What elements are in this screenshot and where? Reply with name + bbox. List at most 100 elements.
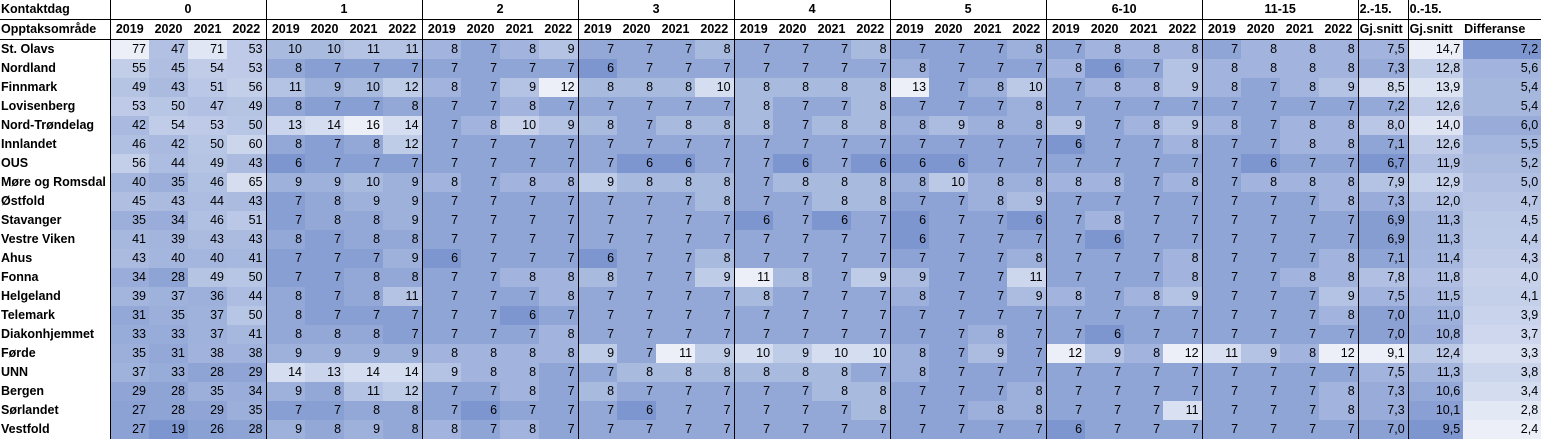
value-cell: 7 (1045, 401, 1086, 420)
value-cell: 7 (1280, 401, 1320, 420)
value-cell: 8 (500, 420, 540, 439)
group-header: 6-10 (1045, 0, 1203, 20)
value-cell: 7 (1241, 363, 1281, 382)
value-cell: 7 (1241, 382, 1281, 401)
value-cell: 8 (500, 97, 540, 116)
area-label: OUS (0, 154, 110, 173)
value-cell: 9 (1241, 344, 1281, 363)
value-cell: 51 (227, 211, 267, 230)
value-cell: 7 (1201, 268, 1242, 287)
value-cell: 44 (227, 287, 267, 306)
table-row: St. Olavs 77 47 71 53 10 10 11 11 8 7 8 9 7 7 7 8 7 7 7 8 7 7 7… (0, 39, 1542, 59)
value-cell: 8 (1241, 39, 1281, 59)
value-cell: 7 (656, 97, 696, 116)
value-cell: 7 (1163, 325, 1203, 344)
avg2-cell: 11,8 (1407, 268, 1464, 287)
value-cell: 8 (1319, 135, 1359, 154)
value-cell: 12 (1045, 344, 1086, 363)
value-cell: 50 (188, 135, 227, 154)
value-cell: 41 (227, 325, 267, 344)
value-cell: 8 (773, 363, 813, 382)
value-cell: 33 (149, 325, 188, 344)
value-cell: 8 (305, 420, 345, 439)
value-cell: 11 (1007, 268, 1047, 287)
value-cell: 8 (383, 97, 423, 116)
value-cell: 35 (149, 173, 188, 192)
value-cell: 7 (695, 382, 735, 401)
value-cell: 7 (539, 97, 579, 116)
value-cell: 7 (344, 249, 384, 268)
value-cell: 7 (851, 249, 891, 268)
value-cell: 16 (344, 116, 384, 135)
value-cell: 42 (109, 116, 149, 135)
avg2-cell: 11,9 (1407, 154, 1464, 173)
value-cell: 8 (577, 78, 618, 97)
value-cell: 8 (851, 39, 891, 59)
value-cell: 7 (617, 344, 657, 363)
value-cell: 7 (929, 306, 969, 325)
value-cell: 53 (188, 116, 227, 135)
value-cell: 9 (265, 420, 306, 439)
value-cell: 7 (344, 154, 384, 173)
year-header: 2021 (500, 19, 540, 40)
value-cell: 8 (889, 59, 930, 78)
value-cell: 7 (1045, 306, 1086, 325)
value-cell: 8 (812, 78, 852, 97)
value-cell: 7 (1319, 363, 1359, 382)
value-cell: 47 (149, 39, 188, 59)
value-cell: 7 (539, 230, 579, 249)
avg2-cell: 14,0 (1407, 116, 1464, 135)
value-cell: 38 (227, 344, 267, 363)
value-cell: 7 (733, 382, 774, 401)
value-cell: 9 (265, 344, 306, 363)
avg2-cell: 12,0 (1407, 192, 1464, 211)
value-cell: 7 (656, 287, 696, 306)
value-cell: 6 (656, 154, 696, 173)
value-cell: 9 (1163, 116, 1203, 135)
avg2-cell: 12,8 (1407, 59, 1464, 78)
value-cell: 8 (344, 268, 384, 287)
value-cell: 6 (265, 154, 306, 173)
table-row: Stavanger 35 34 46 51 7 8 8 9 7 7 7 7 7 7 7 7 6 7 6 7 6 7 7 6 7 8 7… (0, 211, 1542, 230)
value-cell: 9 (968, 344, 1008, 363)
value-cell: 6 (577, 249, 618, 268)
value-cell: 7 (929, 192, 969, 211)
value-cell: 7 (539, 401, 579, 420)
value-cell: 7 (461, 78, 501, 97)
value-cell: 7 (1201, 401, 1242, 420)
value-cell: 12 (1163, 344, 1203, 363)
value-cell: 7 (889, 420, 930, 439)
value-cell: 7 (577, 230, 618, 249)
value-cell: 28 (188, 363, 227, 382)
year-header: 2019 (733, 19, 774, 40)
value-cell: 8 (500, 382, 540, 401)
area-label: Bergen (0, 382, 110, 401)
avg2-cell: 11,4 (1407, 249, 1464, 268)
value-cell: 8 (812, 382, 852, 401)
value-cell: 6 (733, 211, 774, 230)
value-cell: 7 (851, 135, 891, 154)
value-cell: 7 (773, 192, 813, 211)
value-cell: 7 (1163, 97, 1203, 116)
value-cell: 7 (305, 268, 345, 287)
value-cell: 9 (421, 363, 462, 382)
value-cell: 8 (889, 363, 930, 382)
value-cell: 9 (1085, 344, 1125, 363)
value-cell: 35 (109, 211, 149, 230)
value-cell: 8 (1163, 39, 1203, 59)
value-cell: 7 (1085, 382, 1125, 401)
value-cell: 8 (851, 97, 891, 116)
value-cell: 7 (1319, 211, 1359, 230)
area-label: Førde (0, 344, 110, 363)
value-cell: 8 (265, 325, 306, 344)
value-cell: 7 (500, 325, 540, 344)
value-cell: 8 (539, 173, 579, 192)
value-cell: 29 (227, 363, 267, 382)
value-cell: 7 (539, 420, 579, 439)
value-cell: 9 (577, 173, 618, 192)
value-cell: 9 (265, 382, 306, 401)
value-cell: 7 (344, 306, 384, 325)
value-cell: 7 (577, 401, 618, 420)
value-cell: 7 (461, 230, 501, 249)
